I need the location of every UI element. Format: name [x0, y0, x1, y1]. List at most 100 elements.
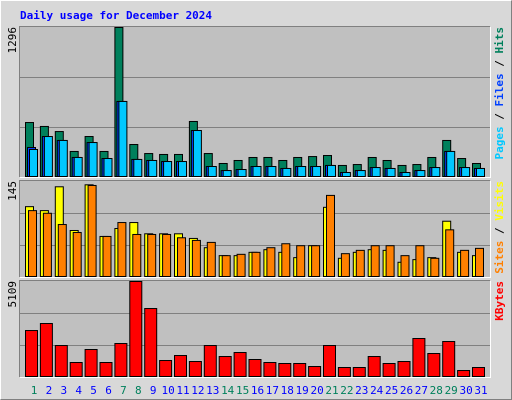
x-tick-label: 12	[191, 384, 204, 397]
legend-entry: Sites	[493, 241, 506, 274]
bar	[263, 362, 277, 377]
x-tick-label: 27	[415, 384, 428, 397]
x-tick-label: 6	[105, 384, 112, 397]
x-tick-label: 7	[120, 384, 127, 397]
bar	[236, 253, 246, 278]
bar	[147, 233, 157, 277]
bar	[177, 237, 186, 277]
x-tick-label: 16	[251, 384, 264, 397]
x-tick-label: 29	[445, 384, 458, 397]
bar	[401, 172, 411, 177]
bar	[206, 241, 216, 277]
panel-edge-dark	[19, 26, 491, 178]
x-tick-label: 5	[90, 384, 97, 397]
x-tick-label: 3	[60, 384, 67, 397]
bar	[252, 166, 262, 177]
bar	[311, 245, 321, 277]
x-tick-label: 23	[355, 384, 368, 397]
bar	[356, 170, 366, 178]
bar	[340, 253, 350, 277]
bar	[69, 362, 83, 377]
x-tick-label: 22	[340, 384, 353, 397]
x-tick-label: 28	[430, 384, 443, 397]
bar	[57, 224, 67, 278]
x-tick-label: 13	[206, 384, 219, 397]
x-tick-label: 31	[474, 384, 487, 397]
bar	[178, 161, 187, 177]
x-tick-label: 9	[150, 384, 157, 397]
bar	[251, 251, 261, 278]
bar	[159, 360, 173, 378]
bar	[99, 362, 113, 377]
bar	[427, 353, 441, 378]
bar	[102, 235, 112, 277]
legend-entry: Pages	[493, 126, 506, 159]
panel-edge-light	[19, 26, 491, 178]
legend: Sites / Visits	[493, 181, 506, 274]
bar	[400, 255, 410, 277]
x-tick-label: 10	[161, 384, 174, 397]
bar	[237, 169, 247, 177]
bar	[385, 245, 395, 277]
x-tick-label: 18	[281, 384, 294, 397]
bar	[475, 247, 484, 278]
bar	[337, 367, 351, 377]
bar	[133, 158, 143, 177]
bar	[312, 166, 322, 177]
legend-separator: /	[493, 221, 506, 241]
bar	[25, 330, 38, 378]
x-tick-label: 11	[176, 384, 189, 397]
y-max-label: 145	[6, 181, 19, 201]
bar	[203, 345, 217, 378]
panel-edge-light	[19, 280, 491, 378]
bar	[43, 136, 53, 177]
bar	[461, 167, 471, 177]
bar	[29, 148, 38, 177]
bar	[88, 142, 98, 177]
bar	[114, 343, 128, 377]
bar	[87, 184, 97, 277]
bar	[118, 100, 128, 177]
bar	[281, 243, 291, 277]
bar	[341, 172, 351, 177]
bar	[54, 345, 68, 378]
bar	[416, 170, 426, 178]
bar	[117, 222, 127, 278]
legend-entry: KBytes	[493, 281, 506, 321]
panel	[20, 27, 490, 177]
bar	[129, 281, 143, 377]
bar	[326, 194, 335, 277]
x-tick-label: 30	[459, 384, 472, 397]
bar	[355, 249, 365, 278]
bar	[248, 358, 262, 378]
bar	[282, 167, 292, 178]
bar	[132, 233, 142, 277]
legend-entry: Visits	[493, 181, 506, 221]
bar	[267, 166, 277, 177]
bar	[39, 323, 53, 377]
bar	[386, 167, 396, 178]
bar	[218, 356, 232, 378]
bar	[412, 338, 426, 377]
legend-entry: Files	[493, 73, 506, 106]
y-max-label: 1296	[6, 27, 19, 54]
bar	[296, 245, 306, 277]
x-tick-label: 14	[221, 384, 235, 397]
bar	[162, 233, 172, 277]
x-tick-label: 26	[400, 384, 413, 397]
legend-separator: /	[493, 54, 506, 74]
bar	[308, 366, 322, 377]
y-max-label: 5109	[6, 281, 19, 308]
x-tick-label: 19	[296, 384, 309, 397]
bar	[28, 210, 37, 277]
bar	[431, 167, 441, 177]
x-tick-label: 8	[135, 384, 142, 397]
bar	[192, 130, 202, 178]
chart-title: Daily usage for December 2024	[20, 9, 212, 22]
bar	[84, 349, 98, 378]
bar	[207, 166, 217, 177]
bar	[430, 257, 440, 277]
x-tick-label: 17	[266, 384, 279, 397]
bar	[476, 167, 485, 178]
